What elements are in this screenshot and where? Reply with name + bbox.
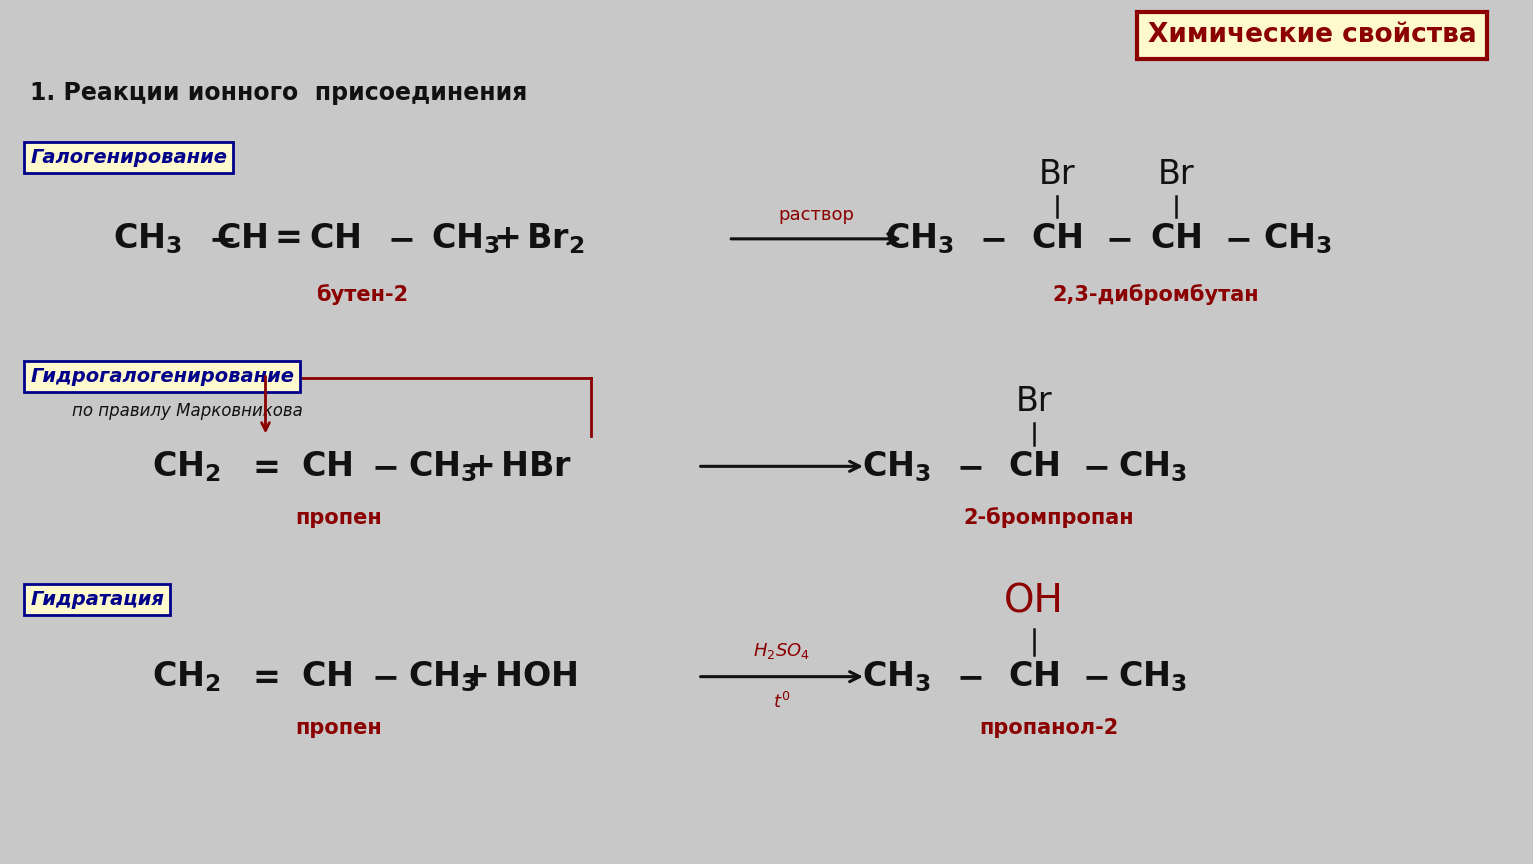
Text: $\mathbf{CH_3}$: $\mathbf{CH_3}$ <box>408 449 477 484</box>
Text: Гидратация: Гидратация <box>31 590 164 609</box>
Text: пропен: пропен <box>296 718 382 738</box>
Text: $\mathbf{CH}$: $\mathbf{CH}$ <box>300 450 353 483</box>
Text: $\mathbf{-}$: $\mathbf{-}$ <box>1105 222 1131 256</box>
Text: Галогенирование: Галогенирование <box>31 148 227 167</box>
Text: $\mathbf{+\,HOH}$: $\mathbf{+\,HOH}$ <box>461 660 578 693</box>
Text: $\mathbf{-}$: $\mathbf{-}$ <box>208 222 235 256</box>
Text: по правилу Марковникова: по правилу Марковникова <box>72 402 302 420</box>
Text: $\mathbf{CH}$: $\mathbf{CH}$ <box>1009 450 1059 483</box>
Text: $\mathbf{-}$: $\mathbf{-}$ <box>957 660 983 693</box>
Text: пропанол-2: пропанол-2 <box>980 718 1119 738</box>
Text: $\mathbf{CH_3}$: $\mathbf{CH_3}$ <box>885 221 954 257</box>
Text: $\mathbf{CH}$: $\mathbf{CH}$ <box>1150 222 1202 256</box>
Text: $\mathbf{-}$: $\mathbf{-}$ <box>1223 222 1249 256</box>
Text: $\mathbf{CH_3}$: $\mathbf{CH_3}$ <box>1263 221 1332 257</box>
Text: $\mathbf{-}$: $\mathbf{-}$ <box>957 450 983 483</box>
Text: бутен-2: бутен-2 <box>316 284 408 305</box>
Text: Br: Br <box>1157 158 1194 191</box>
Text: $\mathbf{CH}$: $\mathbf{CH}$ <box>1032 222 1082 256</box>
Text: $\mathbf{CH}$: $\mathbf{CH}$ <box>300 660 353 693</box>
Text: $\mathbf{-}$: $\mathbf{-}$ <box>1082 660 1108 693</box>
Text: Br: Br <box>1038 158 1075 191</box>
Text: $\mathbf{CH{=}CH}$: $\mathbf{CH{=}CH}$ <box>216 222 360 256</box>
Text: Гидрогалогенирование: Гидрогалогенирование <box>31 366 294 385</box>
Text: $\mathbf{CH_2}$: $\mathbf{CH_2}$ <box>152 659 221 694</box>
Text: 2-бромпропан: 2-бромпропан <box>964 507 1134 528</box>
Text: $\mathbf{-}$: $\mathbf{-}$ <box>1082 450 1108 483</box>
Text: $\mathbf{CH_3}$: $\mathbf{CH_3}$ <box>408 659 477 694</box>
Text: $\mathbf{CH_3}$: $\mathbf{CH_3}$ <box>862 659 931 694</box>
Text: $\mathbf{-}$: $\mathbf{-}$ <box>371 450 399 483</box>
Text: $\mathbf{-}$: $\mathbf{-}$ <box>371 660 399 693</box>
Text: $\mathbf{CH_2}$: $\mathbf{CH_2}$ <box>152 449 221 484</box>
Text: $\mathbf{-}$: $\mathbf{-}$ <box>980 222 1006 256</box>
Text: $\mathbf{=}$: $\mathbf{=}$ <box>245 660 279 693</box>
Text: пропен: пропен <box>296 508 382 528</box>
Text: OH: OH <box>1004 582 1064 620</box>
Text: раствор: раствор <box>779 206 854 224</box>
Text: $\mathbf{CH_3}$: $\mathbf{CH_3}$ <box>1119 659 1188 694</box>
Text: $\mathbf{+\,HBr}$: $\mathbf{+\,HBr}$ <box>466 450 572 483</box>
Text: Химические свойства: Химические свойства <box>1148 22 1476 48</box>
Text: $\mathbf{CH_3}$: $\mathbf{CH_3}$ <box>113 221 182 257</box>
Text: Br: Br <box>1015 385 1052 418</box>
Text: 2,3-дибромбутан: 2,3-дибромбутан <box>1053 284 1259 305</box>
Text: $t^0$: $t^0$ <box>773 692 791 713</box>
Text: $\mathbf{CH_3}$: $\mathbf{CH_3}$ <box>1119 449 1188 484</box>
Text: $\mathbf{-}$: $\mathbf{-}$ <box>386 222 412 256</box>
Text: 1. Реакции ионного  присоединения: 1. Реакции ионного присоединения <box>31 81 527 105</box>
Text: $\mathbf{=}$: $\mathbf{=}$ <box>245 450 279 483</box>
Text: $\mathbf{CH_3}$: $\mathbf{CH_3}$ <box>431 221 500 257</box>
Text: $\mathbf{CH_3}$: $\mathbf{CH_3}$ <box>862 449 931 484</box>
Text: $\mathbf{CH}$: $\mathbf{CH}$ <box>1009 660 1059 693</box>
Text: $H_2SO_4$: $H_2SO_4$ <box>753 641 811 661</box>
Text: $\mathbf{+\,Br_2}$: $\mathbf{+\,Br_2}$ <box>494 221 586 257</box>
